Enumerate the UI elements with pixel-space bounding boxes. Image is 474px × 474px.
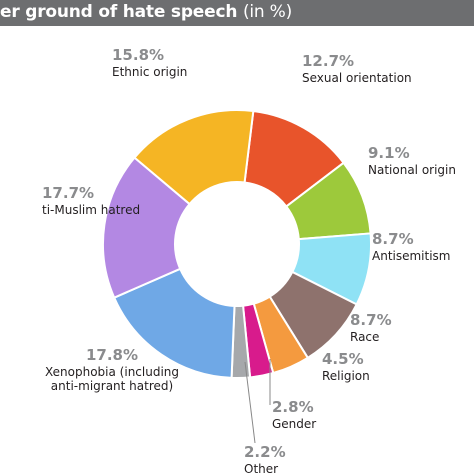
slice-value-label-3: 8.7% xyxy=(350,311,392,329)
slice-value-label-0: 12.7% xyxy=(302,52,354,70)
slice-value-label-6: 2.2% xyxy=(244,443,286,461)
slice-category-label-7-0: Xenophobia (including xyxy=(45,365,179,379)
slice-category-label-5-0: Gender xyxy=(272,417,316,431)
donut-slice-9 xyxy=(133,109,255,206)
slice-value-label-7: 17.8% xyxy=(86,346,138,364)
slice-category-label-1-0: National origin xyxy=(368,163,456,177)
chart-title-unit: (in %) xyxy=(242,2,293,22)
slice-value-label-1: 9.1% xyxy=(368,144,410,162)
slice-value-label-4: 4.5% xyxy=(322,350,364,368)
slice-category-label-7-1: anti-migrant hatred) xyxy=(51,379,173,393)
slice-category-label-0-0: Sexual orientation xyxy=(302,71,412,85)
donut-slice-7 xyxy=(112,267,236,379)
donut-slice-8 xyxy=(102,156,191,299)
chart-title-text: er ground of hate speech xyxy=(0,2,238,22)
slice-category-label-4-0: Religion xyxy=(322,369,370,383)
chart-title: er ground of hate speech (in %) xyxy=(0,2,292,22)
slice-category-label-9-0: Ethnic origin xyxy=(112,65,187,79)
leader-line-6 xyxy=(244,361,256,444)
title-bar: er ground of hate speech (in %) xyxy=(0,0,474,26)
slice-value-label-5: 2.8% xyxy=(272,398,314,416)
slice-category-label-2-0: Antisemitism xyxy=(372,249,451,263)
slice-value-label-2: 8.7% xyxy=(372,230,414,248)
slice-category-label-6-0: Other xyxy=(244,462,278,474)
slice-value-label-8: 17.7% xyxy=(42,184,94,202)
slice-value-label-9: 15.8% xyxy=(112,46,164,64)
slice-category-label-3-0: Race xyxy=(350,330,379,344)
slice-category-label-8-0: ti-Muslim hatred xyxy=(42,203,140,217)
